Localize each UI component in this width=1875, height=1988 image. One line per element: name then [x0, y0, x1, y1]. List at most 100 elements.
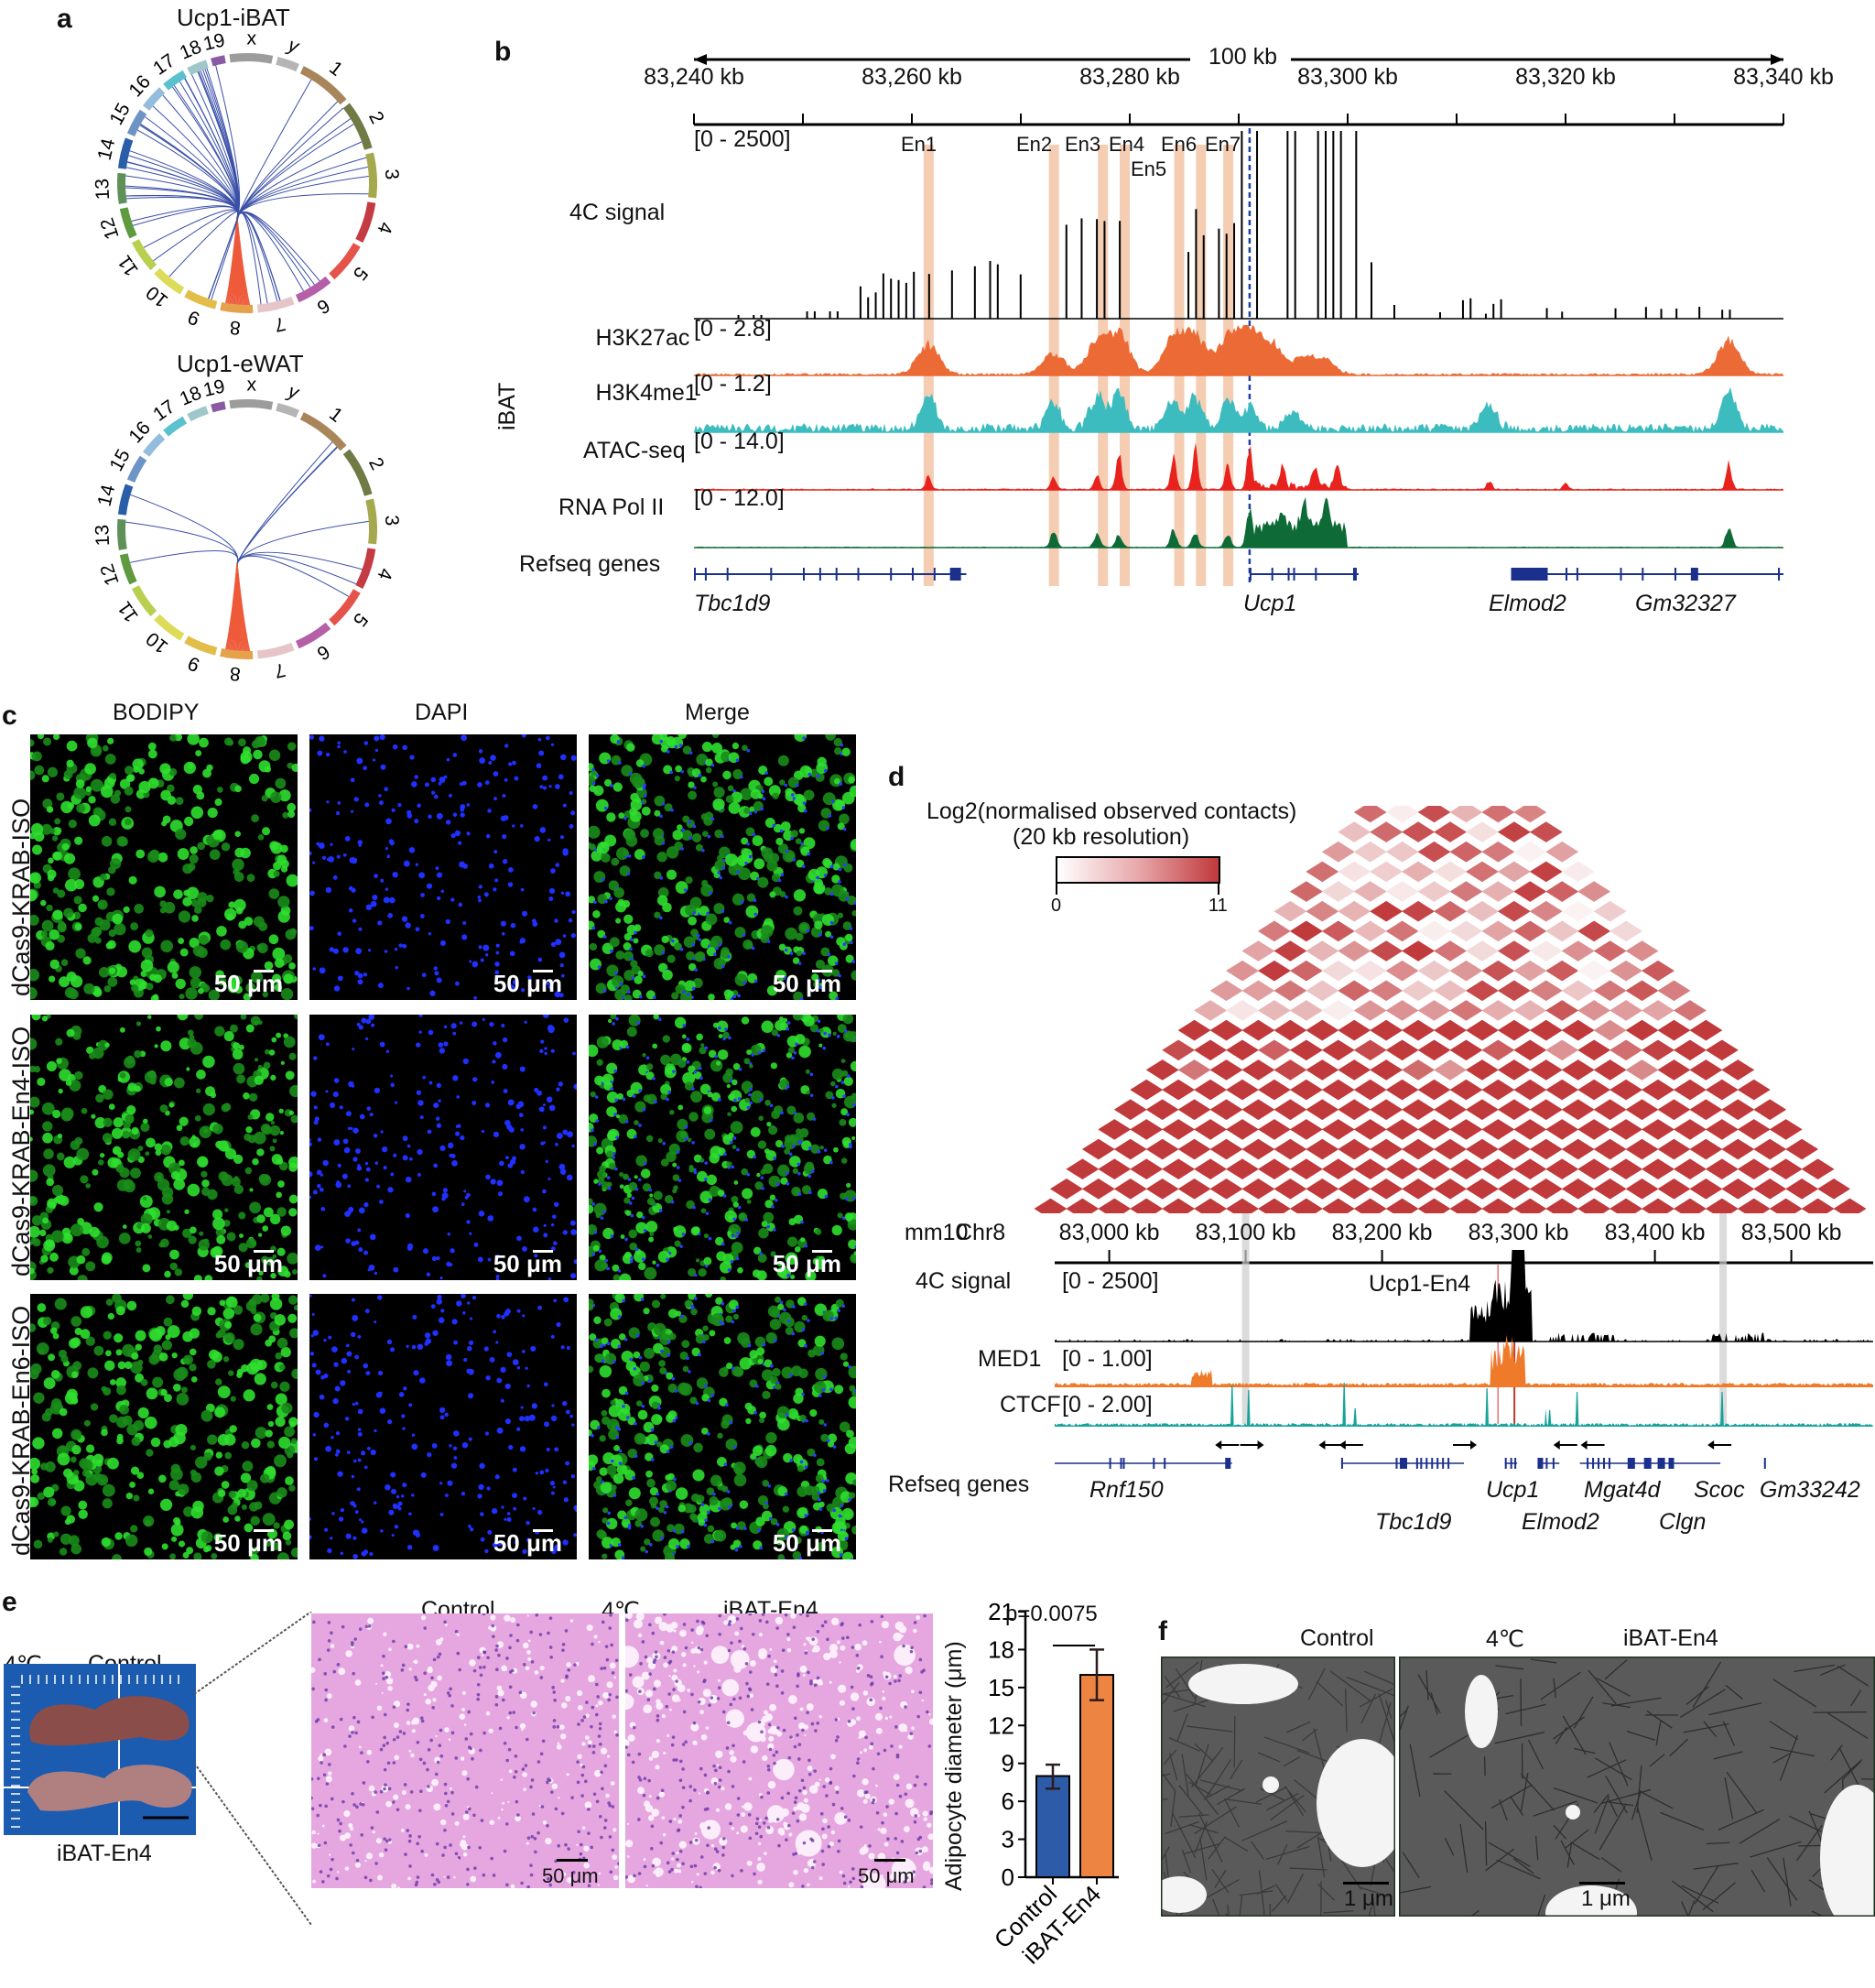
- hic-cell: [1529, 940, 1563, 961]
- 4c-bar: [1294, 131, 1296, 319]
- chromosome-label-7: 7: [272, 658, 287, 681]
- hic-cell: [1241, 1019, 1275, 1041]
- hic-cell: [1577, 1039, 1611, 1061]
- chromosome-label-1: 1: [325, 404, 346, 427]
- hic-cell: [1209, 1138, 1243, 1160]
- hic-cell: [1593, 1138, 1627, 1160]
- chromosome-label-4: 4: [373, 220, 396, 237]
- hic-cell: [1449, 1039, 1483, 1061]
- hic-cell: [1177, 1059, 1211, 1081]
- y-tick-label: 9: [1002, 1750, 1014, 1777]
- he-image-iBAT-En4: [625, 1613, 933, 1888]
- hic-cell: [1402, 1099, 1436, 1121]
- hic-cell: [1513, 1158, 1547, 1180]
- hic-cell: [1513, 806, 1547, 823]
- hic-cell: [1449, 1198, 1483, 1213]
- chromosome-14: 14: [93, 483, 134, 516]
- scale-bar-line: [533, 1529, 553, 1532]
- chromosome-5: 5: [329, 589, 372, 630]
- hic-cell: [1417, 881, 1451, 902]
- circos-iBAT-title: Ucp1-iBAT: [177, 4, 290, 31]
- hic-cell: [1417, 841, 1451, 863]
- hic-cell: [1513, 1000, 1547, 1021]
- panel-f-label: f: [1158, 1616, 1167, 1646]
- hic-cell: [1753, 1138, 1787, 1160]
- colorbar-tick-max: [1218, 882, 1219, 895]
- chromosome-11: 11: [114, 585, 157, 625]
- hic-cell: [1353, 806, 1387, 823]
- hic-cell: [1561, 1138, 1595, 1160]
- hic-cell: [1561, 940, 1595, 961]
- hic-cell: [1353, 881, 1387, 902]
- hic-cell: [1497, 821, 1531, 842]
- hic-cell: [1593, 940, 1627, 961]
- 4c-bar: [1233, 223, 1236, 319]
- chromosome-label-8: 8: [229, 663, 242, 685]
- photo-background: [4, 1664, 196, 1835]
- 4c-bar: [1393, 305, 1395, 319]
- hic-cell: [1194, 1198, 1228, 1213]
- bar-Control: [1035, 1775, 1070, 1878]
- hic-cell: [1529, 900, 1563, 922]
- panel-b-label: b: [494, 37, 512, 67]
- hic-cell: [1066, 1158, 1100, 1180]
- hic-cell: [1145, 1179, 1179, 1200]
- hic-cell: [1289, 1158, 1323, 1180]
- col-dapi: DAPI: [415, 700, 469, 725]
- hic-cell: [1785, 1138, 1819, 1160]
- hic-cell: [1561, 1019, 1595, 1041]
- hic-cell: [1338, 821, 1371, 842]
- hic-cell: [1130, 1079, 1164, 1101]
- hic-cell: [1497, 861, 1531, 883]
- hic-cell: [1721, 1059, 1755, 1081]
- hic-cell: [1289, 960, 1323, 982]
- 4c-bar: [996, 264, 999, 319]
- b-track-label-H3K27ac: H3K27ac: [595, 325, 690, 351]
- chromosome-label-6: 6: [313, 295, 333, 319]
- chromosome-x: x: [229, 27, 274, 64]
- hic-cell: [1385, 960, 1419, 982]
- chromosome-1: 1: [299, 404, 347, 451]
- scale-bar-50um: 50 μm: [493, 1250, 562, 1277]
- trans-link: [125, 521, 239, 564]
- hic-cell: [1177, 1179, 1211, 1200]
- hic-cell: [1402, 821, 1436, 842]
- hic-cell: [1657, 1138, 1691, 1160]
- 4c-bar: [1355, 131, 1358, 319]
- hic-cell: [1145, 1099, 1179, 1121]
- hic-cell: [1338, 1059, 1371, 1081]
- hic-cell: [1241, 940, 1275, 961]
- y-tick-label: 6: [1002, 1787, 1014, 1815]
- hic-cell: [1545, 1158, 1579, 1180]
- hic-cell: [1673, 1198, 1707, 1213]
- chromosome-x: x: [229, 374, 274, 410]
- hic-cell: [1721, 1179, 1755, 1200]
- hic-cell: [1465, 1059, 1499, 1081]
- gene-Ucp1: Ucp1: [1243, 591, 1297, 616]
- hic-cell: [1561, 1179, 1595, 1200]
- scale-bar-50um: 50 μm: [213, 1250, 283, 1277]
- micrograph-merge-row1: 50 μm: [589, 734, 856, 1000]
- hic-cell: [1465, 980, 1499, 1002]
- hic-cell: [1241, 1179, 1275, 1200]
- hic-cell: [1497, 1059, 1531, 1081]
- hic-cell: [1673, 1158, 1707, 1180]
- hic-cell: [1449, 1119, 1483, 1140]
- hic-cell: [1241, 1138, 1275, 1160]
- hic-cell: [1370, 1099, 1404, 1121]
- em-title-control: Control: [1300, 1625, 1374, 1651]
- hic-cell: [1402, 980, 1436, 1002]
- 4c-bar: [1103, 221, 1106, 319]
- hic-cell: [1402, 940, 1436, 961]
- hic-cell: [1609, 1039, 1643, 1061]
- d-gene-Mgat4d: Mgat4d: [1584, 1477, 1661, 1503]
- hic-cell: [1338, 900, 1371, 922]
- d-genome: mm10: [905, 1220, 969, 1245]
- hic-cell: [1657, 1019, 1691, 1041]
- hic-cell: [1434, 861, 1467, 883]
- 4c-bar: [1698, 306, 1701, 319]
- hic-cell: [1609, 1119, 1643, 1140]
- scale-bar-line: [254, 1250, 274, 1253]
- hic-cell: [1513, 841, 1547, 863]
- hic-cell: [1721, 1138, 1755, 1160]
